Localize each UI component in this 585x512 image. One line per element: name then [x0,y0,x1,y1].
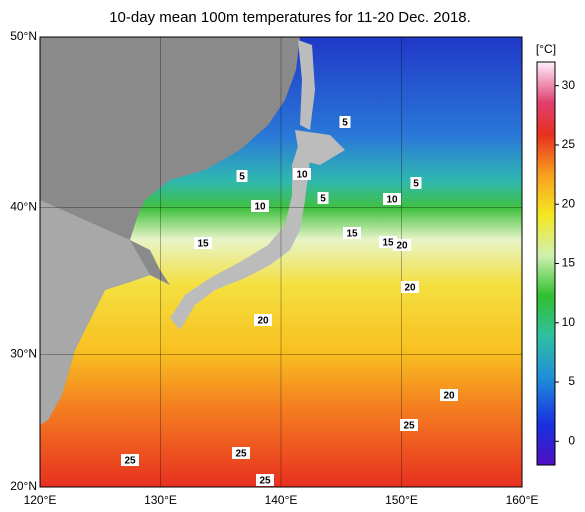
contour-label: 15 [382,238,394,249]
contour-label: 5 [320,194,326,205]
lon-tick-label: 120°E [24,493,57,507]
contour-label: 10 [296,170,308,181]
contour-label-box [251,200,269,212]
colorbar-tick-label: 25 [562,137,576,151]
contour-label-box [236,170,248,182]
colorbar-tick-label: 5 [568,374,575,388]
contour-label: 10 [254,202,266,213]
colorbar [536,61,556,466]
colorbar-tick-label: 15 [562,256,576,270]
contour-label-box [383,193,401,205]
contour-label: 15 [197,239,209,250]
contour-label-box [440,389,458,401]
contour-label: 25 [259,476,271,487]
contour-label-box [393,239,411,251]
contour-label: 25 [235,449,247,460]
map-title: 10-day mean 100m temperatures for 11-20 … [109,9,471,26]
contour-label: 20 [396,241,408,252]
lon-tick-label: 160°E [506,493,539,507]
lon-tick-label: 130°E [144,493,177,507]
contour-label-box [194,237,212,249]
colorbar-tick-label: 0 [568,433,575,447]
colorbar-unit: [°C] [536,42,556,56]
contour-label-box [232,447,250,459]
contour-label-box [401,281,419,293]
contour-label: 20 [404,283,416,294]
lat-tick-label: 20°N [10,479,37,493]
contour-label: 25 [403,421,415,432]
contour-label: 20 [257,316,269,327]
lat-tick-label: 30°N [10,346,37,360]
contour-label-box [379,236,397,248]
land-mainland [40,37,300,425]
lon-tick-label: 140°E [265,493,298,507]
lat-tick-label: 50°N [10,29,37,43]
contour-label-box [293,168,311,180]
contour-label-box [317,192,329,204]
contour-label-box [343,227,361,239]
land-sakhalin [298,40,315,130]
colorbar-tick-label: 10 [562,315,576,329]
contour-label: 20 [443,391,455,402]
contour-label: 15 [346,229,358,240]
contour-label: 5 [413,179,419,190]
colorbar-tick-label: 30 [562,78,576,92]
contour-label: 5 [239,172,245,183]
contour-label: 10 [386,195,398,206]
contour-label-box [254,314,272,326]
contour-label-box [339,116,351,128]
contour-label-box [256,474,274,486]
land-china [40,200,150,425]
land-japan [170,140,310,330]
contour-label: 5 [342,118,348,129]
lon-tick-label: 150°E [385,493,418,507]
contour-label: 25 [124,456,136,467]
land-hokkaido [295,130,345,165]
map-frame [39,36,523,488]
grid [40,37,522,487]
colorbar-tick-label: 20 [562,196,576,210]
axes: 120°E 130°E 140°E 150°E 160°E 20°N 30°N 40°N 50°… [10,29,575,507]
contour-label-box [400,419,418,431]
lat-tick-label: 40°N [10,200,37,214]
contour-label-box [410,177,422,189]
contour-label-box [121,454,139,466]
